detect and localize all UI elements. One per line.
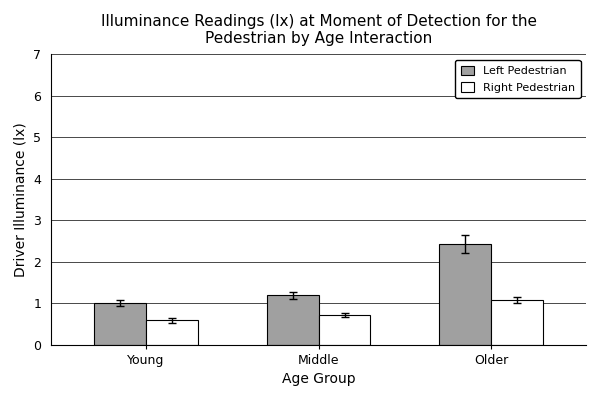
Bar: [439, 244, 491, 344]
Bar: [319, 315, 370, 344]
X-axis label: Age Group: Age Group: [282, 372, 355, 386]
Bar: [94, 303, 146, 344]
Bar: [267, 295, 319, 344]
Title: Illuminance Readings (lx) at Moment of Detection for the
Pedestrian by Age Inter: Illuminance Readings (lx) at Moment of D…: [101, 14, 536, 46]
Y-axis label: Driver Illuminance (lx): Driver Illuminance (lx): [14, 122, 28, 277]
Bar: [146, 320, 198, 344]
Legend: Left Pedestrian, Right Pedestrian: Left Pedestrian, Right Pedestrian: [455, 60, 581, 98]
Bar: [491, 300, 543, 344]
